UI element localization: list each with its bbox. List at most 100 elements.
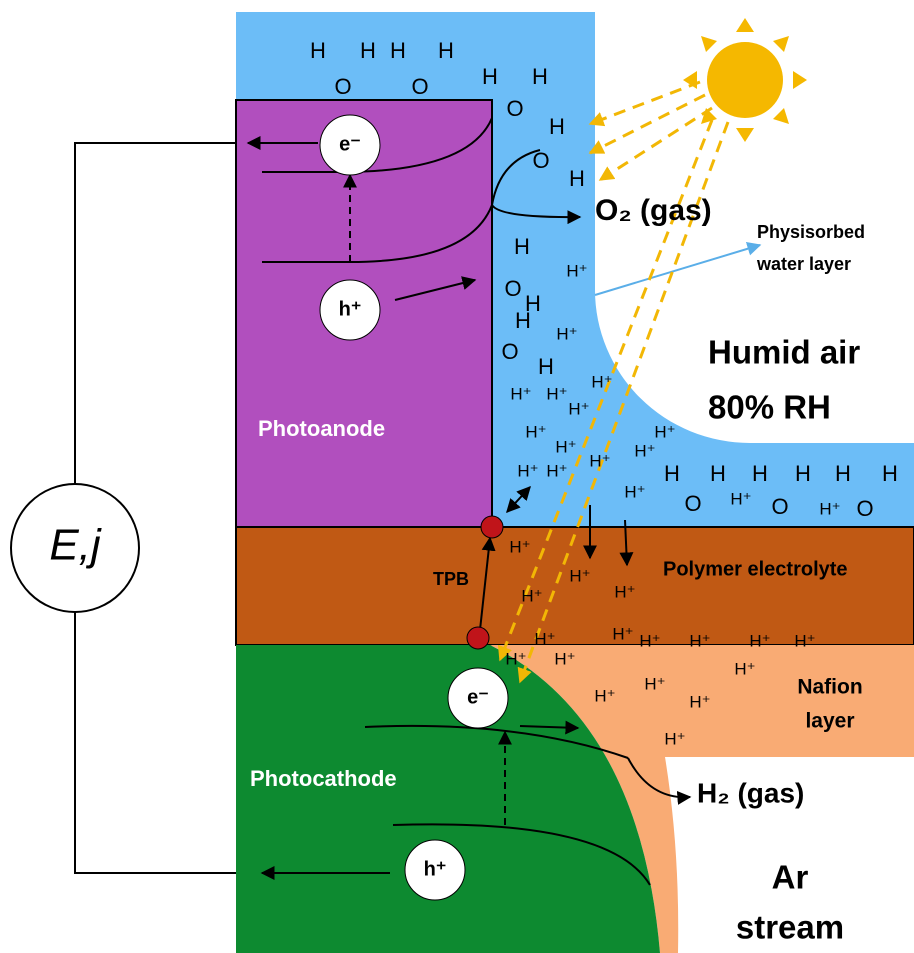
water-atom: O — [334, 74, 351, 99]
carrier: e⁻ — [319, 114, 381, 176]
carrier: h⁺ — [319, 279, 381, 341]
proton: H⁺ — [505, 649, 526, 668]
photocathode — [236, 645, 660, 953]
proton: H⁺ — [639, 631, 660, 650]
carrier: e⁻ — [447, 667, 509, 729]
proton: H⁺ — [517, 461, 538, 480]
water-atom: H — [438, 38, 454, 63]
label: Physisorbed — [757, 222, 865, 242]
proton: H⁺ — [556, 324, 577, 343]
arrow — [491, 204, 582, 225]
water-atom: H — [752, 461, 768, 486]
water-atom: O — [771, 494, 788, 519]
proton: H⁺ — [664, 729, 685, 748]
meter-label: E,j — [49, 521, 102, 570]
label: stream — [736, 909, 844, 946]
proton: H⁺ — [594, 686, 615, 705]
label: 80% RH — [708, 389, 831, 426]
light-rays — [497, 80, 730, 684]
arrow — [479, 536, 496, 631]
label: Ar — [772, 859, 809, 896]
water-atom: H — [538, 354, 554, 379]
label: water layer — [756, 254, 851, 274]
water-atom: O — [506, 96, 523, 121]
tpb-point — [480, 515, 504, 539]
water-atom: H — [835, 461, 851, 486]
label: TPB — [433, 569, 469, 589]
proton: H⁺ — [624, 482, 645, 501]
proton: H⁺ — [749, 631, 770, 650]
polymer-electrolyte — [235, 526, 914, 646]
proton: H⁺ — [644, 674, 665, 693]
proton: H⁺ — [614, 582, 635, 601]
water-atom: H — [482, 64, 498, 89]
proton: H⁺ — [555, 437, 576, 456]
proton: H⁺ — [569, 566, 590, 585]
nafion-layer — [490, 645, 914, 953]
water-atom: H — [882, 461, 898, 486]
proton: H⁺ — [509, 537, 530, 556]
label: Nafion — [797, 676, 862, 699]
label: H₂ (gas) — [697, 777, 804, 808]
arrow — [506, 485, 531, 514]
proton: H⁺ — [566, 261, 587, 280]
label: Photoanode — [258, 416, 385, 441]
carrier-label: h⁺ — [424, 858, 447, 880]
proton: H⁺ — [546, 384, 567, 403]
arrow — [519, 720, 580, 735]
water-atom: H — [515, 308, 531, 333]
water-atom: O — [504, 276, 521, 301]
proton: H⁺ — [591, 372, 612, 391]
arrow — [594, 241, 762, 296]
proton: H⁺ — [589, 451, 610, 470]
proton: H⁺ — [654, 422, 675, 441]
water-atom: H — [390, 38, 406, 63]
label: O₂ (gas) — [595, 194, 712, 227]
water-atom: O — [501, 339, 518, 364]
water-atom: H — [569, 166, 585, 191]
sun — [683, 18, 807, 142]
carrier-label: e⁻ — [339, 133, 361, 155]
meter — [10, 483, 140, 613]
carrier: h⁺ — [404, 839, 466, 901]
proton: H⁺ — [534, 629, 555, 648]
label: Polymer electrolyte — [663, 558, 848, 580]
proton: H⁺ — [510, 384, 531, 403]
water-atom: O — [684, 491, 701, 516]
water-atom: O — [532, 148, 549, 173]
carrier-label: h⁺ — [339, 298, 362, 320]
water-atom: O — [411, 74, 428, 99]
band — [262, 149, 541, 263]
proton: H⁺ — [819, 499, 840, 518]
label: Photocathode — [250, 766, 397, 791]
water-atom: H — [795, 461, 811, 486]
proton: H⁺ — [689, 692, 710, 711]
proton: H⁺ — [612, 624, 633, 643]
arrow — [627, 757, 692, 805]
proton: H⁺ — [734, 659, 755, 678]
water-atom: H — [549, 114, 565, 139]
water-atom: H — [525, 291, 541, 316]
arrow — [619, 519, 634, 567]
carrier-label: e⁻ — [467, 686, 489, 708]
proton: H⁺ — [634, 441, 655, 460]
proton: H⁺ — [525, 422, 546, 441]
arrow — [394, 276, 477, 301]
water-atom: H — [664, 461, 680, 486]
band — [392, 823, 651, 886]
water-atom: H — [710, 461, 726, 486]
proton: H⁺ — [521, 586, 542, 605]
proton: H⁺ — [546, 461, 567, 480]
proton: H⁺ — [554, 649, 575, 668]
proton: H⁺ — [689, 631, 710, 650]
water-atom: O — [856, 496, 873, 521]
label: Humid air — [708, 334, 860, 371]
water-atom: H — [360, 38, 376, 63]
proton: H⁺ — [568, 399, 589, 418]
proton: H⁺ — [794, 631, 815, 650]
water-atom: H — [514, 234, 530, 259]
water-atom: H — [532, 64, 548, 89]
tpb-point — [466, 626, 490, 650]
label: layer — [805, 710, 854, 733]
